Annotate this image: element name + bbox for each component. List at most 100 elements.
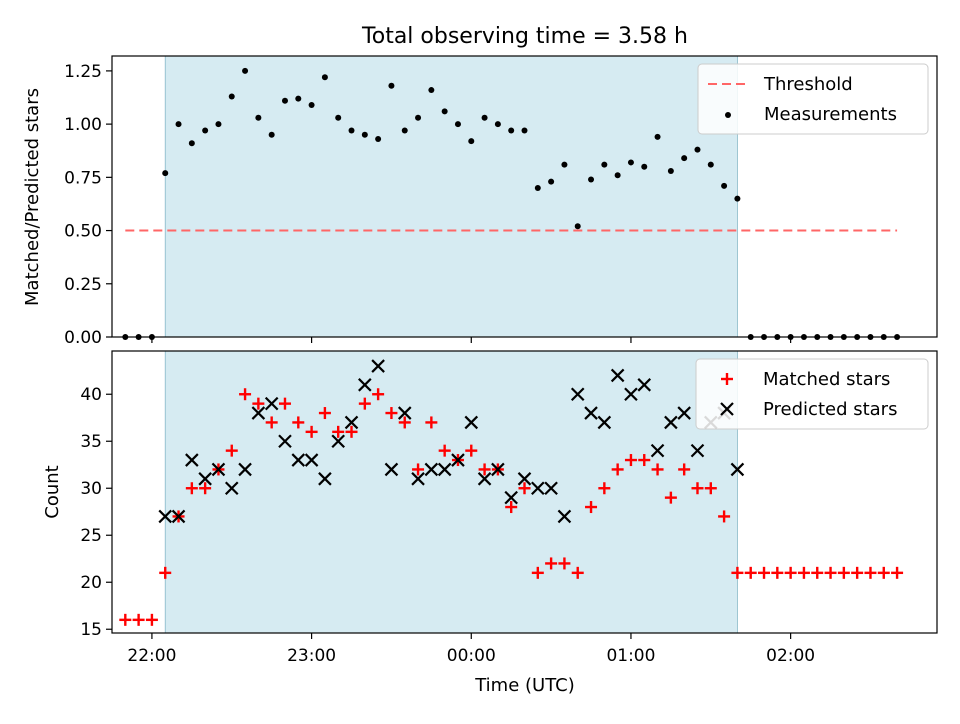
predicted-star-point — [690, 443, 705, 458]
top-legend: Threshold Measurements — [697, 63, 929, 135]
predicted-star-point — [557, 509, 572, 524]
matched-star-point — [558, 557, 571, 570]
measurement-point — [281, 97, 288, 104]
matched-star-point — [837, 566, 850, 579]
matched-star-point — [718, 510, 731, 523]
measurement-point — [308, 101, 315, 108]
bottom-y-axis-label: Count — [42, 465, 63, 518]
measurement-point — [601, 161, 608, 168]
predicted-star-point — [264, 396, 279, 411]
matched-star-point — [199, 482, 212, 495]
measurement-point — [321, 74, 328, 81]
matched-star-point — [358, 397, 371, 410]
measurement-points — [122, 67, 901, 340]
top-legend-box — [697, 63, 929, 135]
predicted-star-point — [397, 406, 412, 420]
measurement-point — [481, 114, 488, 121]
predicted-star-point — [384, 462, 399, 477]
measurement-point — [614, 172, 621, 179]
matched-star-point — [332, 425, 345, 438]
top-y-tick-label: 0.00 — [64, 328, 102, 348]
predicted-star-point — [464, 415, 479, 430]
matched-star-point — [651, 463, 664, 476]
predicted-star-point — [677, 406, 691, 420]
predicted-legend-label: Predicted stars — [763, 399, 897, 420]
predicted-star-point — [437, 462, 452, 477]
matched-star-point — [731, 566, 744, 579]
top-x-axis-ticks — [151, 337, 792, 343]
predicted-star-point — [185, 453, 199, 467]
matched-star-point — [185, 482, 198, 495]
matched-star-point — [811, 566, 824, 579]
matched-legend-label: Matched stars — [763, 369, 890, 390]
measurement-point — [242, 67, 249, 74]
measurement-point — [534, 184, 541, 191]
matched-star-point — [278, 397, 291, 410]
measurement-point — [388, 82, 395, 89]
measurement-point — [454, 121, 461, 128]
measurement-point — [548, 178, 555, 185]
bottom-x-tick-label: 01:00 — [606, 646, 655, 666]
matched-star-point — [891, 566, 904, 579]
measurement-point — [268, 131, 275, 138]
matched-legend-swatch — [721, 373, 733, 385]
matched-star-point — [412, 463, 425, 476]
measurement-point — [335, 114, 342, 121]
matched-star-point — [252, 397, 265, 410]
matched-star-point — [784, 566, 797, 579]
predicted-star-point — [544, 481, 558, 496]
predicted-star-point — [597, 415, 612, 430]
predicted-star-point — [238, 462, 252, 477]
predicted-star-point — [318, 472, 332, 486]
matched-star-point — [545, 557, 558, 570]
measurement-point — [428, 87, 435, 94]
predicted-star-point — [158, 509, 173, 524]
measurement-point — [468, 138, 475, 145]
measurement-point — [188, 140, 195, 147]
bottom-x-axis: 22:00 23:00 00:00 01:00 02:00 — [127, 633, 815, 666]
top-y-tick-label: 0.50 — [64, 222, 102, 242]
matched-star-point — [505, 501, 518, 514]
predicted-star-point — [304, 453, 319, 467]
predicted-star-point — [278, 434, 292, 449]
bottom-y-tick-label: 20 — [80, 573, 102, 593]
predicted-star-point — [451, 453, 465, 467]
matched-star-point — [398, 416, 411, 429]
predicted-star-point — [570, 387, 585, 402]
matched-star-point — [531, 566, 544, 579]
predicted-star-point — [211, 462, 226, 477]
matched-star-point — [771, 566, 784, 579]
matched-star-point — [159, 566, 172, 579]
bottom-x-tick-label: 23:00 — [287, 646, 336, 666]
predicted-star-point — [291, 453, 306, 467]
predicted-star-point — [424, 462, 439, 477]
matched-star-point — [385, 407, 398, 420]
matched-star-point — [638, 454, 651, 467]
matched-star-point — [611, 463, 624, 476]
measurement-point — [255, 114, 262, 121]
bottom-panel: 15 20 25 30 35 40 22:00 23:00 00:00 01:00 02:00 C… — [42, 350, 938, 696]
bottom-y-axis: 15 20 25 30 35 40 — [80, 385, 112, 640]
measurement-point — [734, 195, 741, 202]
matched-star-point — [598, 482, 611, 495]
matched-star-point — [478, 463, 491, 476]
matched-star-point — [292, 416, 305, 429]
matched-star-point — [132, 613, 145, 626]
matched-star-point — [465, 444, 478, 457]
bottom-x-tick-label: 02:00 — [766, 646, 815, 666]
matched-star-point — [664, 491, 677, 504]
matched-star-point — [518, 482, 531, 495]
matched-star-point — [744, 566, 757, 579]
measurement-point — [641, 163, 648, 170]
matched-star-point — [758, 566, 771, 579]
matched-star-point — [438, 444, 451, 457]
predicted-star-point — [371, 359, 385, 373]
bottom-plot-frame — [111, 350, 938, 634]
measurement-point — [654, 133, 661, 140]
predicted-star-point — [624, 387, 638, 402]
measurement-point — [627, 159, 634, 166]
measurement-point — [681, 155, 688, 162]
predicted-legend-swatch — [720, 402, 734, 416]
x-axis-label: Time (UTC) — [474, 675, 575, 696]
predicted-star-point — [637, 378, 652, 392]
